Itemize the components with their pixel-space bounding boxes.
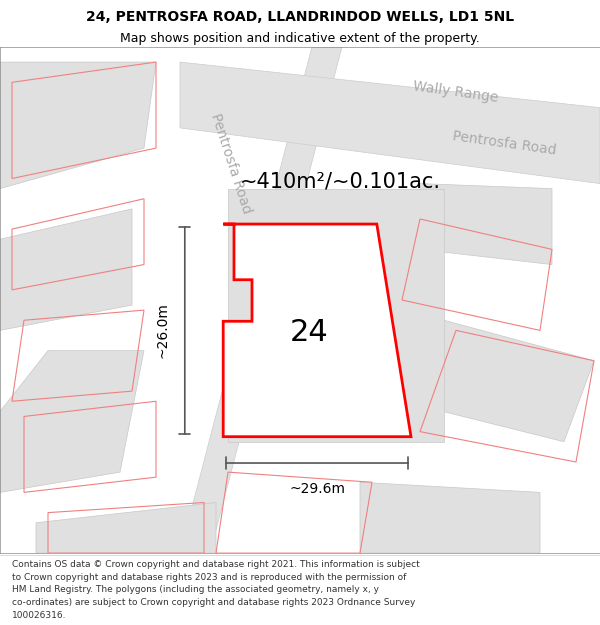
Text: to Crown copyright and database rights 2023 and is reproduced with the permissio: to Crown copyright and database rights 2… xyxy=(12,573,406,582)
Text: 24: 24 xyxy=(290,318,328,348)
Polygon shape xyxy=(228,189,444,442)
Text: ~410m²/~0.101ac.: ~410m²/~0.101ac. xyxy=(240,171,441,191)
Text: Wally Range: Wally Range xyxy=(412,79,500,106)
Polygon shape xyxy=(420,184,552,264)
Text: Pentrosfa Road: Pentrosfa Road xyxy=(208,111,254,215)
Text: HM Land Registry. The polygons (including the associated geometry, namely x, y: HM Land Registry. The polygons (includin… xyxy=(12,586,379,594)
Polygon shape xyxy=(0,62,156,189)
Text: 100026316.: 100026316. xyxy=(12,611,67,619)
Polygon shape xyxy=(180,62,600,184)
Text: ~29.6m: ~29.6m xyxy=(289,482,345,496)
Text: co-ordinates) are subject to Crown copyright and database rights 2023 Ordnance S: co-ordinates) are subject to Crown copyr… xyxy=(12,598,415,607)
Text: Contains OS data © Crown copyright and database right 2021. This information is : Contains OS data © Crown copyright and d… xyxy=(12,560,420,569)
Polygon shape xyxy=(360,482,540,553)
Text: Pentrosfa Road: Pentrosfa Road xyxy=(451,129,557,158)
Polygon shape xyxy=(180,47,342,553)
Text: Map shows position and indicative extent of the property.: Map shows position and indicative extent… xyxy=(120,32,480,45)
Text: ~26.0m: ~26.0m xyxy=(156,302,170,358)
Polygon shape xyxy=(0,351,144,493)
Polygon shape xyxy=(223,224,411,437)
Text: 24, PENTROSFA ROAD, LLANDRINDOD WELLS, LD1 5NL: 24, PENTROSFA ROAD, LLANDRINDOD WELLS, L… xyxy=(86,10,514,24)
Polygon shape xyxy=(36,503,216,553)
Polygon shape xyxy=(402,320,594,442)
Polygon shape xyxy=(0,209,132,331)
